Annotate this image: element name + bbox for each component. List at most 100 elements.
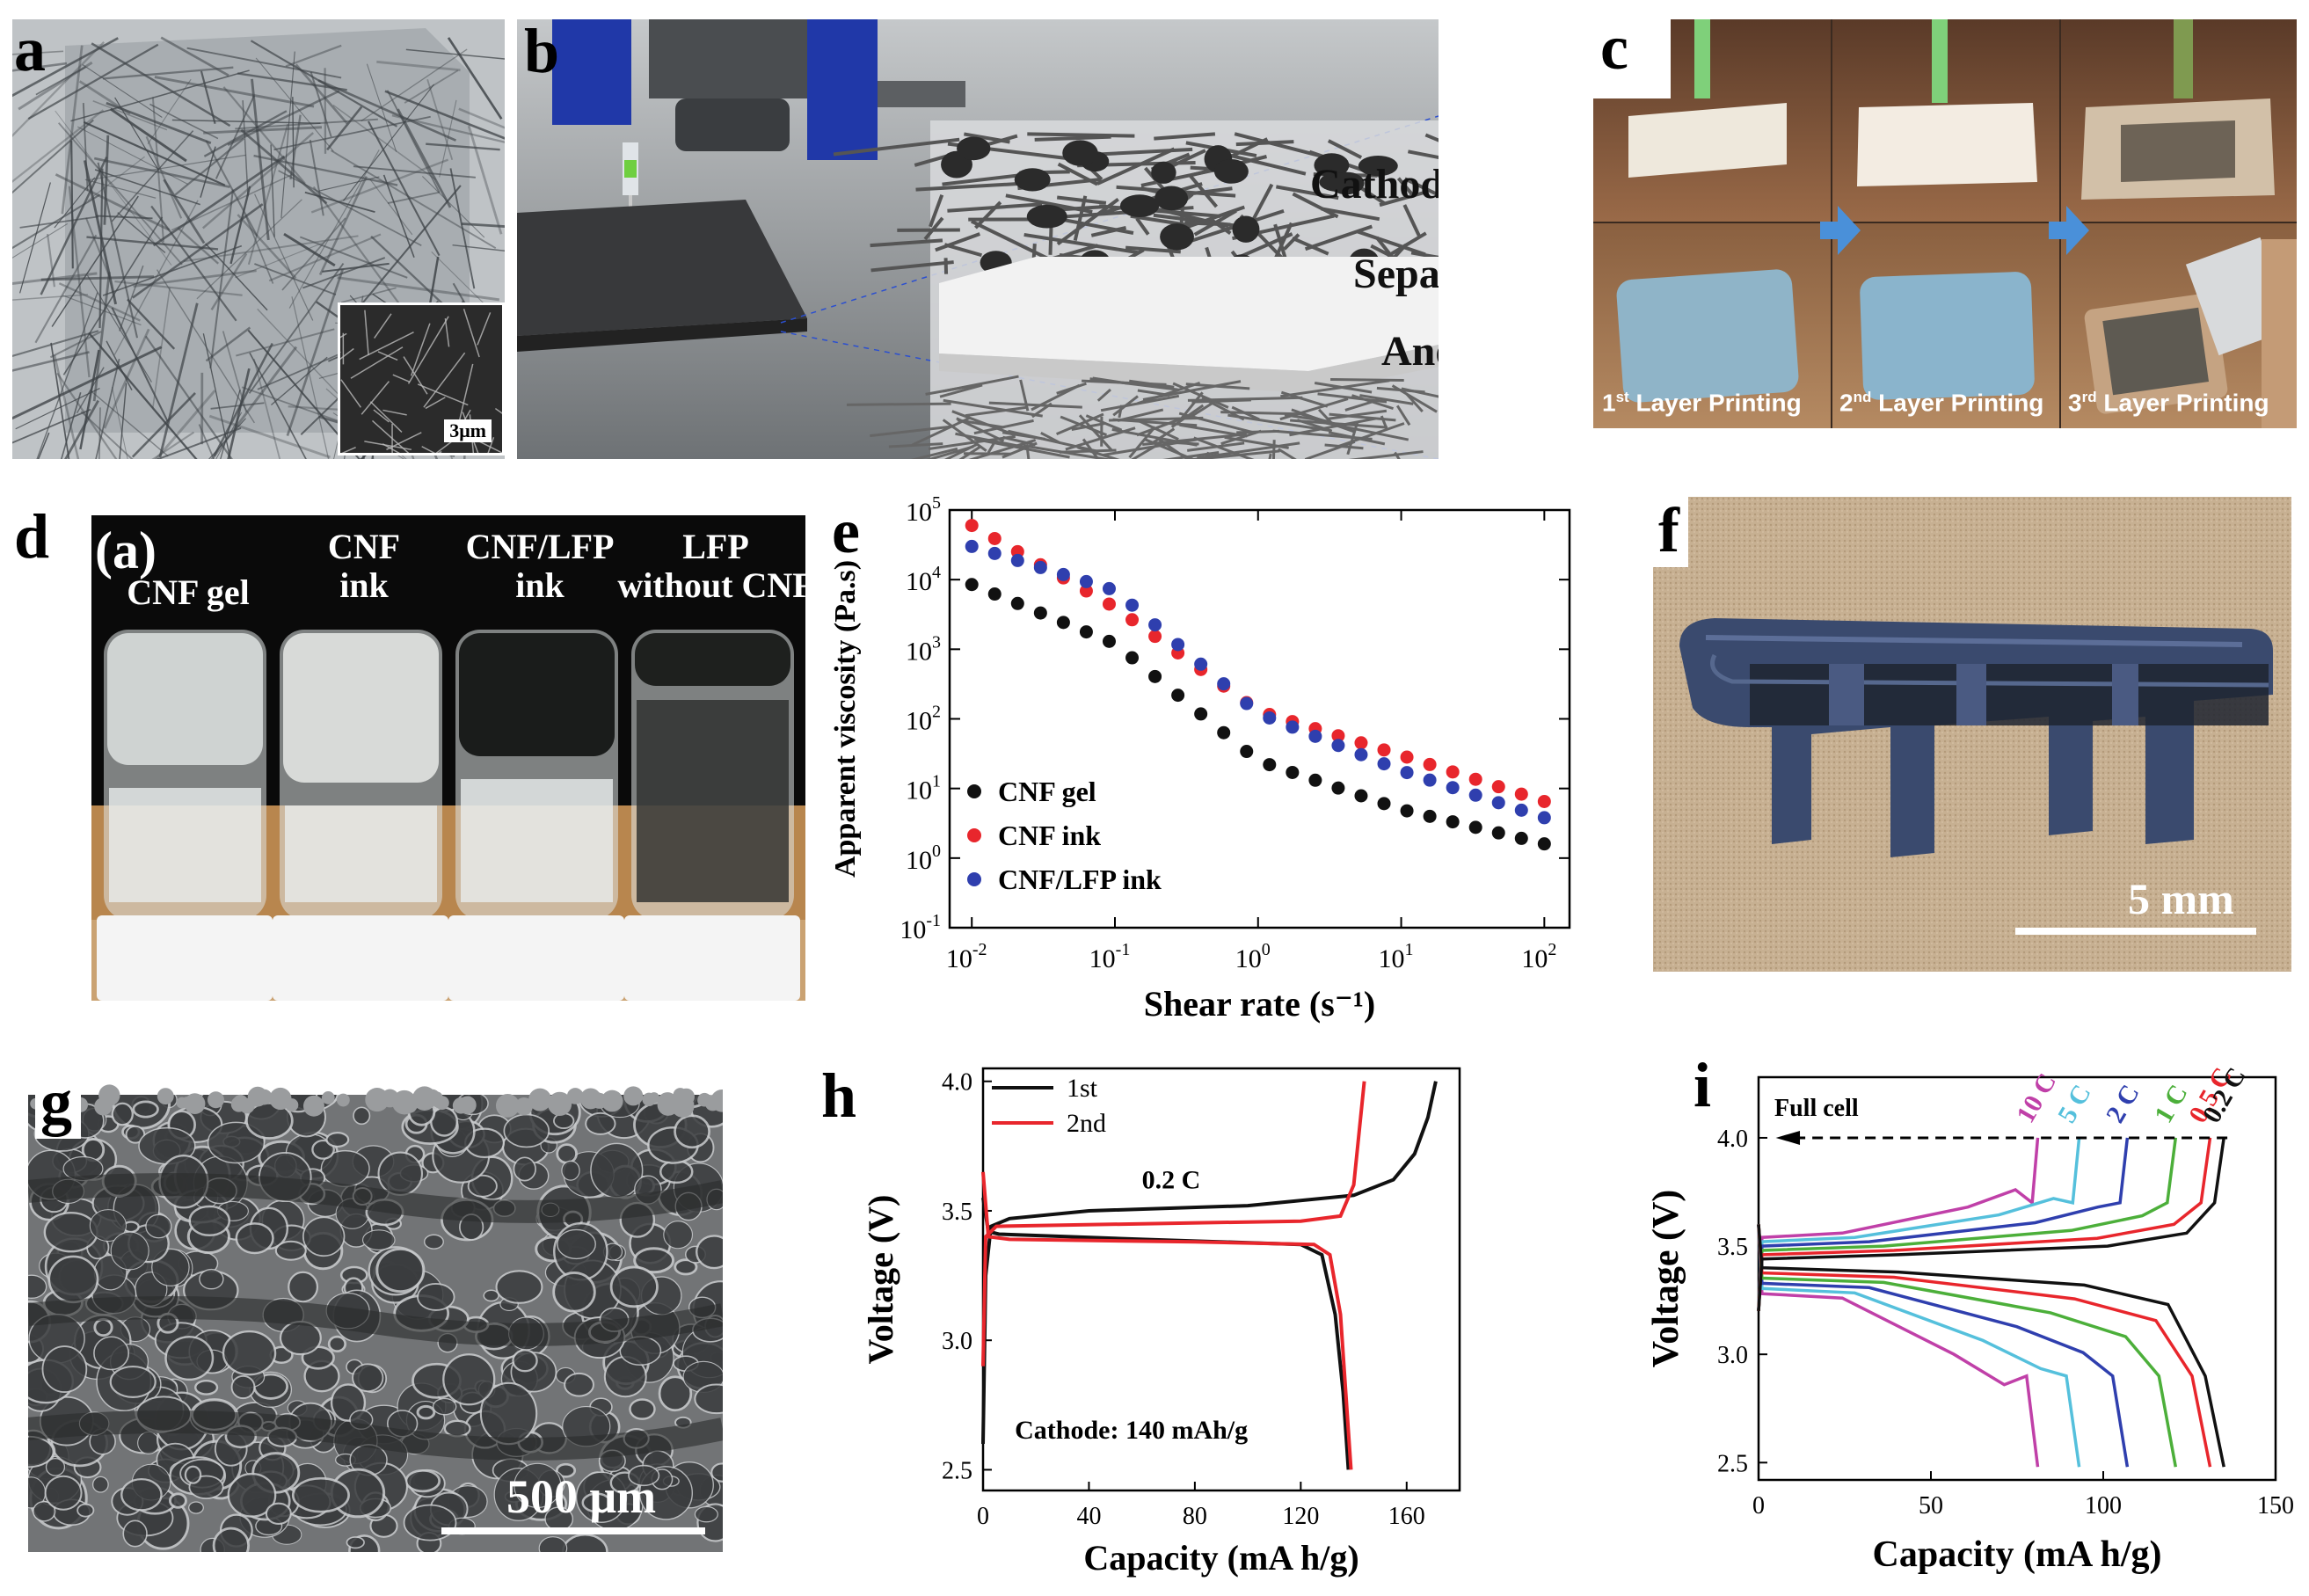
panel-label-g: g xyxy=(35,1068,81,1139)
data-point xyxy=(1377,797,1391,811)
x-tick-label: 150 xyxy=(2257,1492,2294,1519)
x-tick-label: 120 xyxy=(1282,1503,1319,1530)
full-cell-label: Full cell xyxy=(1774,1095,1859,1122)
data-point xyxy=(1377,743,1391,757)
data-point xyxy=(1033,606,1047,620)
data-point xyxy=(1423,757,1437,771)
data-point xyxy=(965,539,979,553)
x-axis-title: Shear rate (s⁻¹) xyxy=(1144,984,1375,1024)
x-tick-label: 10-1 xyxy=(1089,940,1131,973)
layer-3-caption: 3rd Layer Printing xyxy=(2068,389,2269,417)
series-0.2c xyxy=(1757,1137,2225,1468)
data-point xyxy=(1171,689,1185,703)
data-point xyxy=(1537,794,1551,808)
panel-d-sublabel: (a) xyxy=(95,521,157,579)
series-10c xyxy=(1757,1137,2040,1468)
data-point xyxy=(1514,787,1528,801)
panel-g-image: 500 μm xyxy=(28,1060,723,1552)
legend-marker xyxy=(967,784,981,798)
data-point xyxy=(1171,638,1185,652)
data-point xyxy=(1423,773,1437,787)
data-point xyxy=(1423,809,1437,823)
vial-label-line1: LFP xyxy=(682,527,749,566)
data-point xyxy=(1514,803,1528,817)
separator-label: Separator xyxy=(1353,251,1439,297)
x-tick-label: 100 xyxy=(2085,1492,2122,1519)
data-point xyxy=(1354,789,1368,803)
rate-curve xyxy=(1757,1224,2081,1468)
panel-a-image: 3μm xyxy=(12,19,505,459)
rate-label: 1 C xyxy=(2149,1080,2194,1128)
y-tick-label: 2.5 xyxy=(1717,1450,1748,1477)
data-point xyxy=(1446,765,1460,779)
cathode-annotation: Cathode: 140 mAh/g xyxy=(1015,1416,1248,1445)
scale-bar-label: 5 mm xyxy=(2128,874,2234,923)
rate-curve xyxy=(1757,1224,2040,1468)
data-point xyxy=(1102,634,1116,648)
vial-label: CNF gel xyxy=(91,573,302,612)
vial-label-line2: ink xyxy=(515,565,565,605)
vial-label-line1: CNF/LFP xyxy=(465,527,615,566)
legend-label: CNF gel xyxy=(998,776,1096,807)
x-tick-label: 100 xyxy=(1235,940,1271,973)
chart-h: 0 40 80 120 160 2.5 3.0 3.5 4.0 Capacity (mA h/g)… xyxy=(827,1051,1477,1578)
legend-label: CNF ink xyxy=(998,820,1101,851)
layer-2-caption: 2nd Layer Printing xyxy=(1839,389,2044,417)
y-tick-label: 101 xyxy=(906,772,941,805)
y-tick-label: 102 xyxy=(906,703,941,736)
x-tick-label: 101 xyxy=(1379,940,1414,973)
data-point xyxy=(987,531,1002,545)
scale-bar-label: 3μm xyxy=(444,419,492,442)
data-point xyxy=(1217,725,1231,740)
data-point xyxy=(1514,831,1528,845)
sem-inset: 3μm xyxy=(308,302,505,459)
vial-label-line2: without CNF xyxy=(617,565,805,605)
vial-label: CNF ink xyxy=(250,528,478,605)
data-point xyxy=(1010,596,1024,610)
data-point xyxy=(1263,711,1277,725)
vial-label: CNF/LFP ink xyxy=(426,528,654,605)
cathode-label: Cathode xyxy=(1310,161,1439,208)
y-tick-label: 103 xyxy=(906,632,941,666)
data-point xyxy=(1354,736,1368,750)
panel-label-f: f xyxy=(1653,497,1688,567)
rate-label: 2 C xyxy=(2101,1080,2145,1128)
panel-b-image: Cathode Separator Anode xyxy=(517,19,1439,459)
data-point xyxy=(1331,729,1345,743)
rate-curve xyxy=(1757,1224,2130,1468)
x-tick-label: 10-2 xyxy=(946,940,987,973)
panel-label-c: c xyxy=(1600,12,1628,83)
data-point xyxy=(1079,584,1093,598)
data-point xyxy=(1446,781,1460,795)
data-point xyxy=(1468,788,1482,802)
data-point xyxy=(1217,677,1231,691)
data-point xyxy=(1194,657,1208,671)
data-point xyxy=(1377,757,1391,771)
series-0.5c xyxy=(1757,1137,2212,1468)
plot-frame xyxy=(981,1067,1461,1492)
panel-label-a: a xyxy=(14,14,46,84)
y-tick-label: 100 xyxy=(906,842,941,875)
data-point xyxy=(1102,597,1116,611)
rate-annotation: 0.2 C xyxy=(1142,1165,1201,1194)
data-point xyxy=(1400,766,1414,780)
data-point xyxy=(1125,598,1140,612)
series-cnf-ink xyxy=(965,519,1551,808)
x-axis-title: Capacity (mA h/g) xyxy=(1873,1534,2162,1575)
data-point xyxy=(965,519,979,533)
y-tick-label: 3.5 xyxy=(1717,1234,1748,1261)
series-5c xyxy=(1757,1137,2081,1468)
data-point xyxy=(1194,707,1208,721)
y-tick-label: 4.0 xyxy=(1717,1126,1748,1153)
vial-label: LFP without CNF xyxy=(601,528,805,605)
data-point xyxy=(987,546,1002,560)
vial-label-line1: CNF xyxy=(327,527,401,566)
data-point xyxy=(1400,804,1414,818)
chart-i-svg: 0 50 100 150 2.5 3.0 3.5 4.0 Capacity (mA h/g) Vo… xyxy=(1646,1062,2294,1575)
scale-bar-line xyxy=(441,1527,705,1534)
y-tick-label: 104 xyxy=(906,563,941,596)
y-tick-label: 2.5 xyxy=(942,1457,972,1484)
x-tick-label: 50 xyxy=(1919,1492,1943,1519)
data-point xyxy=(1468,772,1482,786)
data-point xyxy=(1286,720,1300,734)
